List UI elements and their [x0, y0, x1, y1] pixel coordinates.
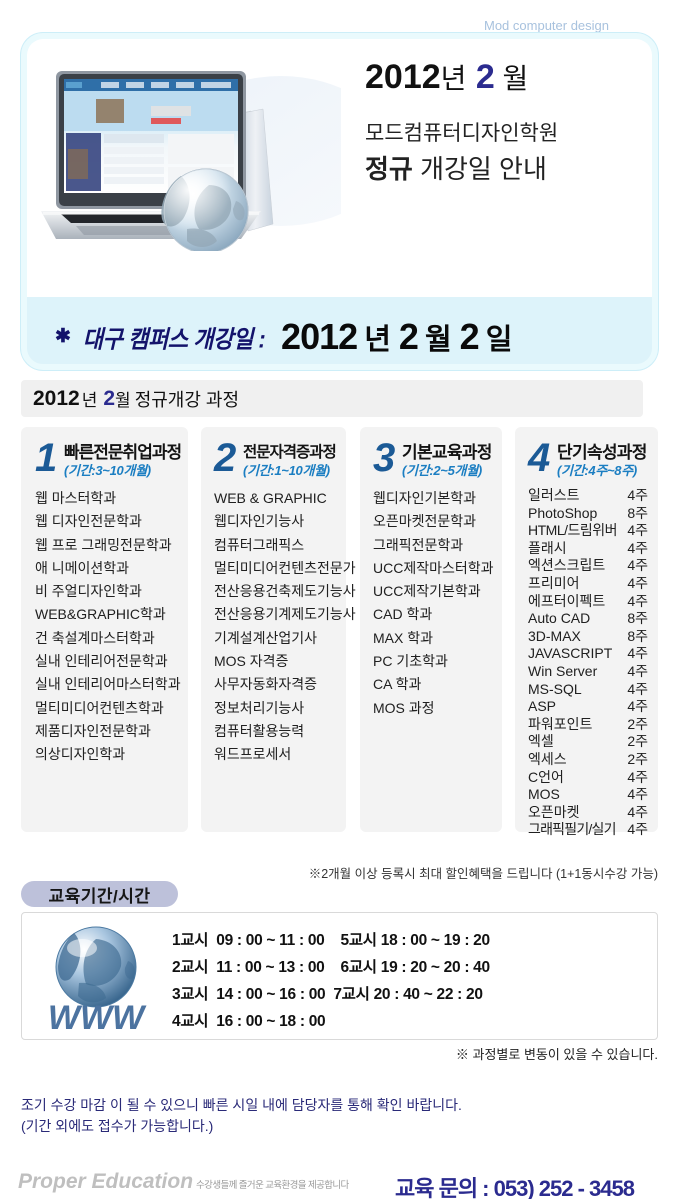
svg-text:WWW: WWW [48, 999, 147, 1033]
